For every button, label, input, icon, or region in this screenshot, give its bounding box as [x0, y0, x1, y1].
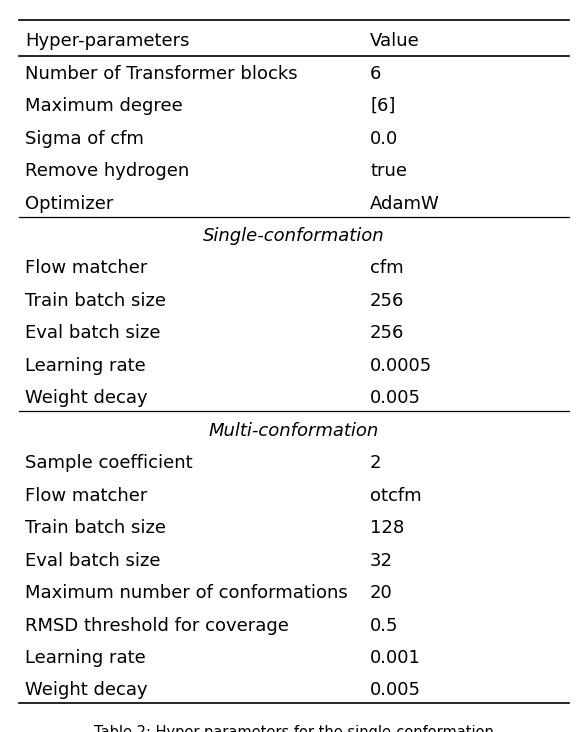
Text: 0.001: 0.001	[370, 649, 421, 667]
Text: 32: 32	[370, 552, 393, 569]
Text: 0.0: 0.0	[370, 130, 398, 148]
Text: otcfm: otcfm	[370, 487, 422, 504]
Text: 128: 128	[370, 519, 405, 537]
Text: AdamW: AdamW	[370, 195, 440, 212]
Text: Table 2: Hyper-parameters for the single-conformation: Table 2: Hyper-parameters for the single…	[94, 725, 494, 732]
Text: 0.5: 0.5	[370, 616, 399, 635]
Text: 6: 6	[370, 64, 382, 83]
Text: 0.0005: 0.0005	[370, 356, 432, 375]
Text: Optimizer: Optimizer	[25, 195, 113, 212]
Text: 256: 256	[370, 324, 405, 343]
Text: true: true	[370, 162, 407, 180]
Text: Eval batch size: Eval batch size	[25, 324, 161, 343]
Text: Value: Value	[370, 32, 420, 51]
Text: Hyper-parameters: Hyper-parameters	[25, 32, 189, 51]
Text: Learning rate: Learning rate	[25, 649, 146, 667]
Text: Sigma of cfm: Sigma of cfm	[25, 130, 143, 148]
Text: Train batch size: Train batch size	[25, 292, 166, 310]
Text: Learning rate: Learning rate	[25, 356, 146, 375]
Text: [6]: [6]	[370, 97, 396, 115]
Text: Flow matcher: Flow matcher	[25, 259, 147, 277]
Text: 2: 2	[370, 455, 382, 472]
Text: 256: 256	[370, 292, 405, 310]
Text: 20: 20	[370, 584, 393, 602]
Text: Number of Transformer blocks: Number of Transformer blocks	[25, 64, 298, 83]
Text: Flow matcher: Flow matcher	[25, 487, 147, 504]
Text: Single-conformation: Single-conformation	[203, 227, 385, 245]
Text: 0.005: 0.005	[370, 389, 421, 407]
Text: 0.005: 0.005	[370, 681, 421, 700]
Text: Maximum number of conformations: Maximum number of conformations	[25, 584, 348, 602]
Text: Multi-conformation: Multi-conformation	[209, 422, 379, 440]
Text: Sample coefficient: Sample coefficient	[25, 455, 192, 472]
Text: Eval batch size: Eval batch size	[25, 552, 161, 569]
Text: Weight decay: Weight decay	[25, 389, 148, 407]
Text: Train batch size: Train batch size	[25, 519, 166, 537]
Text: cfm: cfm	[370, 259, 404, 277]
Text: Weight decay: Weight decay	[25, 681, 148, 700]
Text: RMSD threshold for coverage: RMSD threshold for coverage	[25, 616, 289, 635]
Text: Maximum degree: Maximum degree	[25, 97, 182, 115]
Text: Remove hydrogen: Remove hydrogen	[25, 162, 189, 180]
